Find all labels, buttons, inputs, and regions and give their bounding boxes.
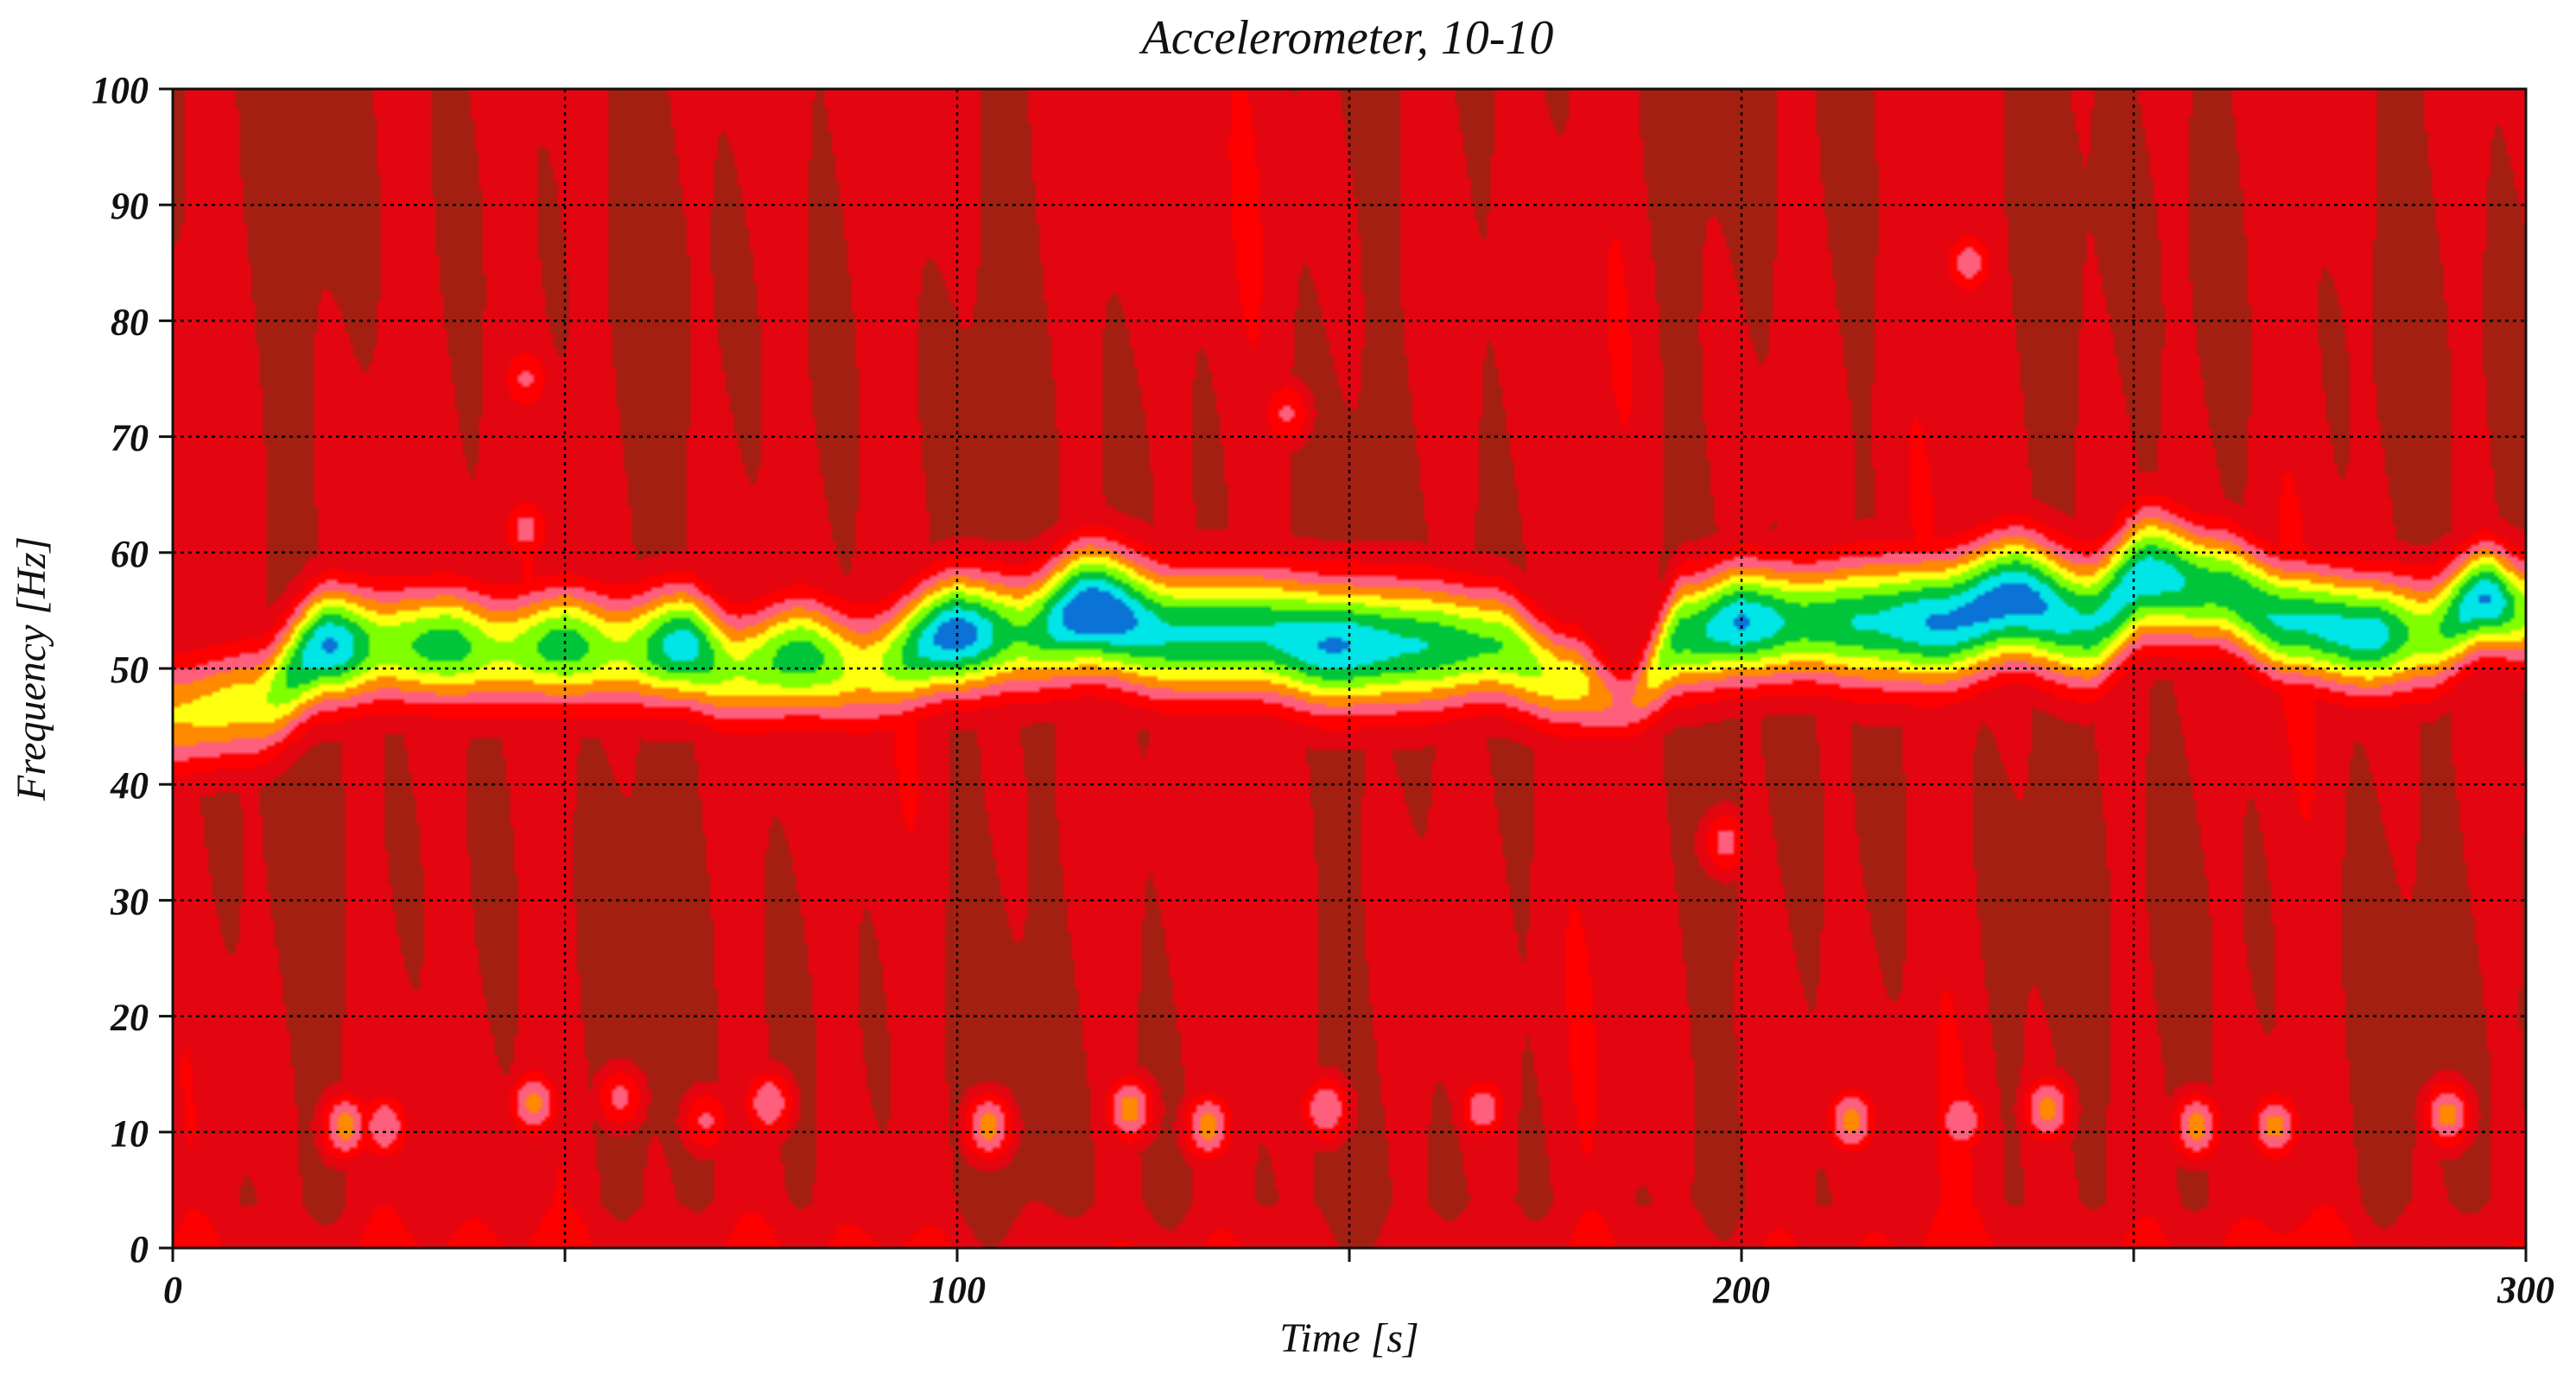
grid-lines [173,89,2526,1248]
y-tick-label: 70 [111,417,149,459]
y-axis-label: Frequency [Hz] [9,536,54,801]
x-axis-label: Time [s] [1279,1315,1418,1361]
y-tick-label: 10 [111,1112,149,1155]
y-tick-label: 100 [92,69,149,111]
x-tick-label: 100 [929,1269,986,1311]
y-tick-label: 80 [111,301,149,343]
y-tick-label: 30 [110,880,149,922]
y-tick-label: 0 [130,1228,149,1270]
x-axis-ticks: 0 100 200 300 [163,1248,2554,1311]
plot-area [171,87,2528,1250]
y-tick-label: 60 [111,533,149,575]
x-tick-label: 0 [163,1269,182,1311]
y-axis-ticks: 0 10 20 30 40 50 60 70 80 90 100 [92,69,173,1270]
x-tick-label: 300 [2497,1269,2554,1311]
x-tick-label: 200 [1712,1269,1770,1311]
chart-title: Accelerometer, 10-10 [1139,11,1554,65]
y-tick-label: 20 [110,997,149,1039]
y-tick-label: 40 [110,764,149,807]
y-tick-label: 90 [111,185,149,227]
y-tick-label: 50 [111,649,149,691]
